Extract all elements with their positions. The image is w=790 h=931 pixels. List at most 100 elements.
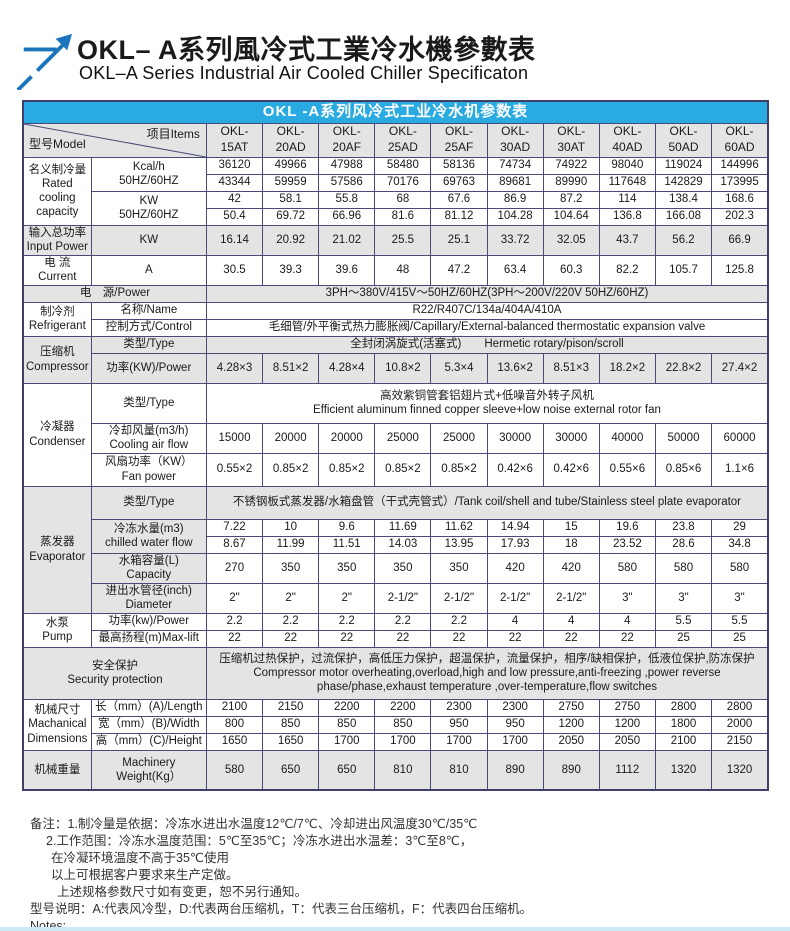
value-cell: 27.4×2 [711,352,769,384]
model-header-cell: OKL- 40AD [598,122,656,158]
value-cell: 9.6 [318,518,376,537]
value-cell: 2" [262,582,320,614]
row-sublabel: 长（mm）(A)/Length [90,698,207,717]
value-cell: 1650 [262,732,320,751]
value-cell: 28.6 [654,535,713,554]
value-cell: 17.93 [486,535,544,554]
value-cell: 81.6 [374,207,432,226]
value-cell: 580 [205,749,264,791]
page-subtitle: OKL–A Series Industrial Air Cooled Chill… [79,63,529,83]
value-cell: 168.6 [711,190,769,209]
value-cell: 2.2 [430,612,488,631]
value-cell: 30000 [542,422,600,454]
value-cell: 3" [654,582,713,614]
value-cell: 60.3 [542,254,600,286]
note-line: 2.工作范围：冷冻水温度范围：5℃至35℃；冷冻水进出水温差：3℃至8℃， [46,834,473,848]
value-cell: 2-1/2" [542,582,600,614]
value-cell: 25.5 [374,224,432,256]
value-cell: 50000 [654,422,713,454]
value-cell: 166.08 [654,207,713,226]
value-cell: 2.2 [374,612,432,631]
value-cell: 2000 [711,715,769,734]
value-cell: 5.5 [654,612,713,631]
value-cell: 58480 [374,156,432,175]
value-cell: 2200 [374,698,432,717]
model-header-cell: OKL- 15AT [205,122,264,158]
value-cell: 59959 [262,173,320,192]
table-caption: OKL -A系列风冷式工业冷水机参数表 [22,100,769,124]
value-cell: 0.85×6 [654,452,713,487]
row-sublabel: 进出水管径(inch) Diameter [90,582,207,614]
value-cell: 36120 [205,156,264,175]
value-cell: 2.2 [262,612,320,631]
value-cell: 810 [430,749,488,791]
value-cell: 66.9 [711,224,769,256]
value-cell: 23.52 [598,535,656,554]
value-cell: 1200 [598,715,656,734]
value-cell: 13.95 [430,535,488,554]
row-sublabel: KW 50HZ/60HZ [90,190,207,226]
value-cell: 11.99 [262,535,320,554]
value-cell: 8.67 [205,535,264,554]
value-cell: 40000 [598,422,656,454]
value-cell: 4 [598,612,656,631]
value-cell: 890 [486,749,544,791]
row-sublabel: 冷却风量(m3/h) Cooling air flow [90,422,207,454]
row-sublabel: 控制方式/Control [90,318,207,337]
model-header-cell: OKL- 20AD [262,122,320,158]
value-cell: 2-1/2" [374,582,432,614]
value-cell: 0.55×2 [205,452,264,487]
row-sublabel: 类型/Type [90,485,207,520]
value-cell: 2" [205,582,264,614]
value-cell: 2050 [598,732,656,751]
merged-value-cell: 3PH～380V/415V～50HZ/60HZ(3PH～200V/220V 50… [205,284,769,303]
model-header-cell: OKL- 30AT [542,122,600,158]
row-sublabel: A [90,254,207,286]
value-cell: 580 [711,552,769,584]
value-cell: 25 [711,629,769,648]
value-cell: 2.2 [318,612,376,631]
value-cell: 420 [486,552,544,584]
value-cell: 0.85×2 [430,452,488,487]
row-sublabel: 类型/Type [90,382,207,424]
value-cell: 5.3×4 [430,352,488,384]
value-cell: 22 [486,629,544,648]
value-cell: 2150 [711,732,769,751]
value-cell: 800 [205,715,264,734]
value-cell: 1700 [486,732,544,751]
model-header-cell: OKL- 60AD [711,122,769,158]
note-line: 上述规格参数尺寸如有变更，恕不另行通知。 [57,885,308,899]
value-cell: 1650 [205,732,264,751]
value-cell: 125.8 [711,254,769,286]
value-cell: 86.9 [486,190,544,209]
row-label: 水泵 Pump [22,612,92,648]
value-cell: 850 [262,715,320,734]
page-title: OKL– A系列風冷式工業冷水機參數表 [77,35,536,65]
value-cell: 270 [205,552,264,584]
row-label: 电 源/Power [22,284,207,303]
value-cell: 22 [205,629,264,648]
value-cell: 1320 [654,749,713,791]
spec-table: OKL -A系列风冷式工业冷水机参数表 项目Items 型号Model OKL- 15A… [22,100,769,791]
value-cell: 74734 [486,156,544,175]
value-cell: 1320 [711,749,769,791]
model-header-cell: OKL- 20AF [318,122,376,158]
value-cell: 69.72 [262,207,320,226]
value-cell: 2-1/2" [430,582,488,614]
value-cell: 2800 [711,698,769,717]
value-cell: 67.6 [430,190,488,209]
value-cell: 55.8 [318,190,376,209]
merged-value-cell: 高效紫铜管套铝翅片式+低噪音外转子风机 Efficient aluminum fi… [205,382,769,424]
value-cell: 33.72 [486,224,544,256]
value-cell: 0.85×2 [262,452,320,487]
value-cell: 2050 [542,732,600,751]
value-cell: 3" [711,582,769,614]
value-cell: 21.02 [318,224,376,256]
value-cell: 25 [654,629,713,648]
value-cell: 1800 [654,715,713,734]
value-cell: 650 [262,749,320,791]
row-label: 冷凝器 Condenser [22,382,92,487]
value-cell: 117648 [598,173,656,192]
value-cell: 202.3 [711,207,769,226]
